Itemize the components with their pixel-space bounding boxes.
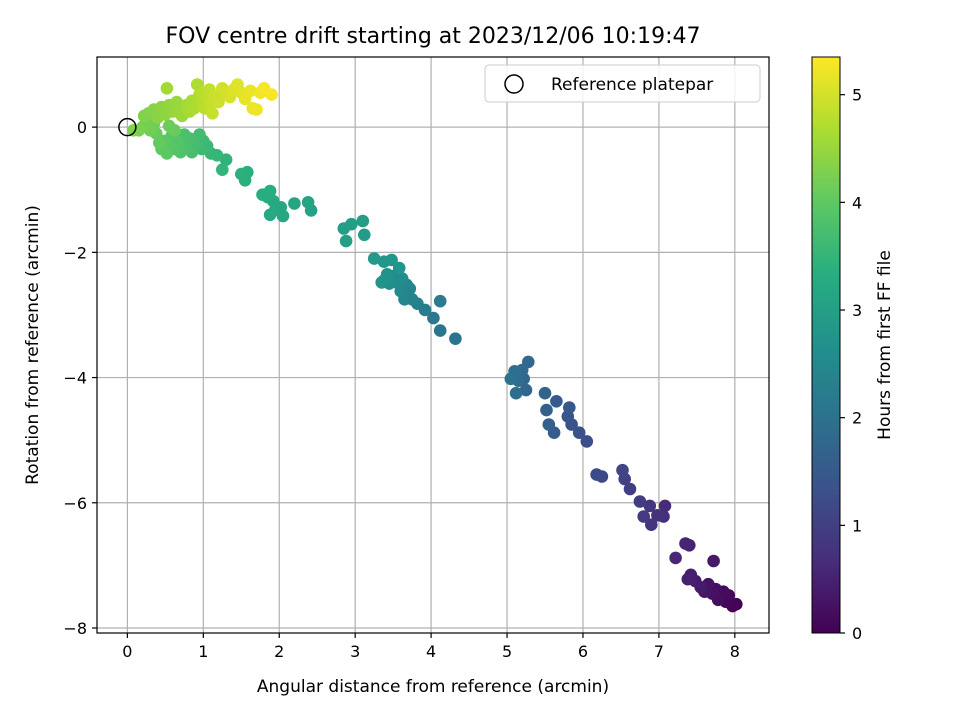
data-point (235, 167, 248, 181)
data-point (563, 401, 576, 414)
data-point (519, 383, 533, 397)
data-point (637, 510, 650, 523)
data-point (616, 463, 629, 477)
x-axis-label: Angular distance from reference (arcmin) (257, 677, 609, 697)
legend: Reference platepar (484, 64, 761, 103)
x-tick-label: 4 (426, 642, 436, 661)
data-point (339, 234, 353, 248)
data-points (127, 78, 743, 613)
data-point (263, 208, 277, 222)
data-point (392, 261, 406, 275)
colorbar-gradient (811, 56, 841, 634)
data-point (337, 222, 351, 235)
colorbar-tick-label: 5 (852, 86, 862, 105)
x-tick-label: 5 (502, 642, 512, 661)
x-tick-label: 7 (654, 642, 664, 661)
x-tick-label: 8 (730, 642, 740, 661)
x-tick-label: 6 (578, 642, 588, 661)
data-point (538, 386, 552, 400)
data-point (669, 551, 682, 565)
x-axis-ticks: 0 1 2 3 4 5 6 7 8 (122, 633, 740, 661)
y-tick-label: −8 (63, 619, 87, 638)
y-axis-ticks: 0 −2 −4 −6 −8 (63, 118, 97, 638)
data-point (658, 499, 672, 513)
data-point (244, 84, 257, 98)
y-tick-label: −2 (63, 243, 87, 262)
colorbar-tick-label: 2 (852, 409, 862, 428)
data-point (433, 294, 447, 308)
colorbar-tick-label: 3 (852, 301, 862, 320)
plot-frame (96, 56, 770, 634)
x-tick-label: 0 (122, 642, 132, 661)
data-point (645, 518, 658, 531)
legend-box (484, 64, 761, 103)
data-point (367, 252, 381, 265)
data-point (590, 468, 603, 481)
data-point (265, 88, 278, 101)
data-point (377, 255, 391, 268)
data-point (681, 572, 695, 586)
data-point (212, 95, 225, 109)
data-point (633, 495, 647, 508)
legend-marker (504, 74, 524, 94)
data-point (449, 332, 462, 346)
colorbar-tick-label: 4 (852, 193, 862, 212)
data-point (256, 188, 269, 201)
data-point (572, 426, 586, 440)
data-point (162, 119, 176, 133)
x-tick-label: 1 (198, 642, 208, 661)
colorbar-tick-label: 0 (852, 624, 862, 643)
data-point (679, 537, 692, 550)
data-point (216, 163, 229, 176)
data-point (504, 372, 518, 386)
data-point (288, 197, 301, 210)
legend-label: Reference platepar (551, 75, 713, 95)
data-point (643, 499, 657, 513)
chart-title: FOV centre drift starting at 2023/12/06 … (166, 24, 701, 49)
y-tick-label: −6 (63, 494, 87, 513)
data-point (427, 311, 440, 325)
colorbar-ticks: 0 1 2 3 4 5 (840, 86, 862, 643)
data-point (550, 395, 563, 408)
grid (97, 57, 769, 633)
data-point (623, 482, 637, 496)
data-point (707, 554, 720, 568)
data-point (250, 103, 263, 116)
data-point (540, 403, 553, 417)
x-tick-label: 2 (274, 642, 284, 661)
data-point (301, 196, 315, 209)
data-point (580, 435, 594, 448)
data-point (356, 214, 370, 228)
data-point (433, 324, 447, 337)
data-point (206, 107, 219, 120)
data-point (509, 386, 523, 400)
colorbar-label: Hours from first FF file (875, 250, 895, 440)
colorbar-tick-label: 1 (852, 516, 862, 535)
data-point (375, 276, 389, 289)
data-point (160, 82, 174, 95)
data-point (542, 418, 556, 431)
data-point (358, 228, 371, 242)
y-tick-label: 0 (77, 118, 87, 137)
data-point (651, 509, 664, 522)
colorbar: 0 1 2 3 4 5 Hours from first FF file (811, 56, 895, 643)
x-tick-label: 3 (350, 642, 360, 661)
y-axis-label: Rotation from reference (arcmin) (23, 205, 43, 485)
y-tick-label: −4 (63, 369, 87, 388)
reference-marker (118, 117, 137, 137)
